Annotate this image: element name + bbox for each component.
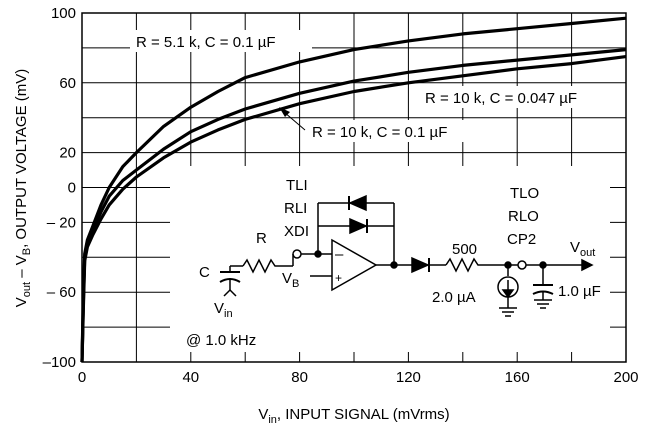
pin-label-cp2: CP2 bbox=[507, 231, 536, 248]
current-source-label: 2.0 µA bbox=[432, 289, 476, 306]
cap-out-label: 1.0 µF bbox=[558, 283, 601, 300]
x-tick-label-200: 200 bbox=[613, 369, 638, 386]
y-tick-label-60: 60 bbox=[59, 75, 76, 92]
resistor-out-label: 500 bbox=[452, 241, 477, 258]
op-amp-plus: + bbox=[335, 271, 342, 285]
y-tick-label--60: – 60 bbox=[47, 284, 76, 301]
annotation-bg-1 bbox=[130, 30, 312, 52]
schematic-inset bbox=[170, 166, 610, 352]
y-tick-label-20: 20 bbox=[59, 145, 76, 162]
vin-label: Vin bbox=[214, 300, 233, 320]
op-amp bbox=[331, 238, 378, 292]
freq-label: @ 1.0 kHz bbox=[186, 332, 256, 349]
annotation-curve1: R = 5.1 k, C = 0.1 µF bbox=[136, 34, 276, 51]
diode-mid bbox=[349, 217, 368, 235]
cap-in-plate-bottom bbox=[219, 278, 241, 283]
annotation-bg-2 bbox=[418, 86, 610, 108]
resistor-out bbox=[445, 257, 518, 273]
cap-in-label: C bbox=[199, 264, 210, 281]
annotation-backgrounds bbox=[130, 30, 610, 142]
pin-label-xdi: XDI bbox=[284, 223, 309, 240]
y-tick-label-0: 0 bbox=[68, 180, 76, 197]
pin-label-rlo: RLO bbox=[508, 208, 539, 225]
x-tick-label-120: 120 bbox=[396, 369, 421, 386]
series-line-3 bbox=[80, 55, 627, 363]
pin-label-rli: RLI bbox=[284, 200, 307, 217]
y-tick-label-100: 100 bbox=[51, 5, 76, 22]
curves bbox=[80, 16, 627, 363]
annotation-curve3: R = 10 k, C = 0.1 µF bbox=[312, 124, 447, 141]
resistor-in bbox=[242, 258, 293, 274]
annotation-curve2: R = 10 k, C = 0.047 µF bbox=[425, 90, 577, 107]
pin-label-tlo: TLO bbox=[510, 185, 539, 202]
schematic-background bbox=[170, 166, 610, 352]
x-tick-label-160: 160 bbox=[505, 369, 530, 386]
junction-right bbox=[390, 261, 398, 269]
plot-frame bbox=[81, 12, 627, 363]
axes bbox=[81, 12, 627, 363]
diode-out bbox=[411, 256, 430, 274]
annotation-pointer-arrow bbox=[279, 107, 290, 117]
x-tick-label-40: 40 bbox=[182, 369, 199, 386]
x-axis-title: Vin, INPUT SIGNAL (mVrms) bbox=[258, 406, 449, 426]
y-tick-label--100: –100 bbox=[43, 354, 76, 371]
diode-top bbox=[348, 194, 367, 212]
pin-out-node bbox=[517, 260, 527, 270]
vout-arrow bbox=[581, 258, 594, 272]
cap-out-plate-bottom bbox=[532, 290, 554, 295]
x-tick-label-80: 80 bbox=[291, 369, 308, 386]
annotation-bg-3 bbox=[306, 120, 480, 142]
schematic-labels: TLI RLI XDI R C Vin @ 1.0 kHz VB – + TLO… bbox=[186, 177, 601, 349]
annotation-pointer-line bbox=[283, 111, 306, 131]
pin-in-node bbox=[292, 249, 302, 259]
y-axis-title: Vout – VB, OUTPUT VOLTAGE (mV) bbox=[13, 69, 33, 308]
vout-label: Vout bbox=[570, 239, 595, 259]
y-tick-label--20: – 20 bbox=[47, 214, 76, 231]
current-source-arrowhead bbox=[501, 289, 515, 299]
pin-label-tli: TLI bbox=[286, 177, 308, 194]
vin-source-symbol bbox=[223, 288, 237, 297]
vb-label: VB bbox=[282, 270, 299, 290]
x-tick-label-0: 0 bbox=[78, 369, 86, 386]
resistor-in-label: R bbox=[256, 230, 267, 247]
op-amp-minus: – bbox=[335, 246, 344, 263]
